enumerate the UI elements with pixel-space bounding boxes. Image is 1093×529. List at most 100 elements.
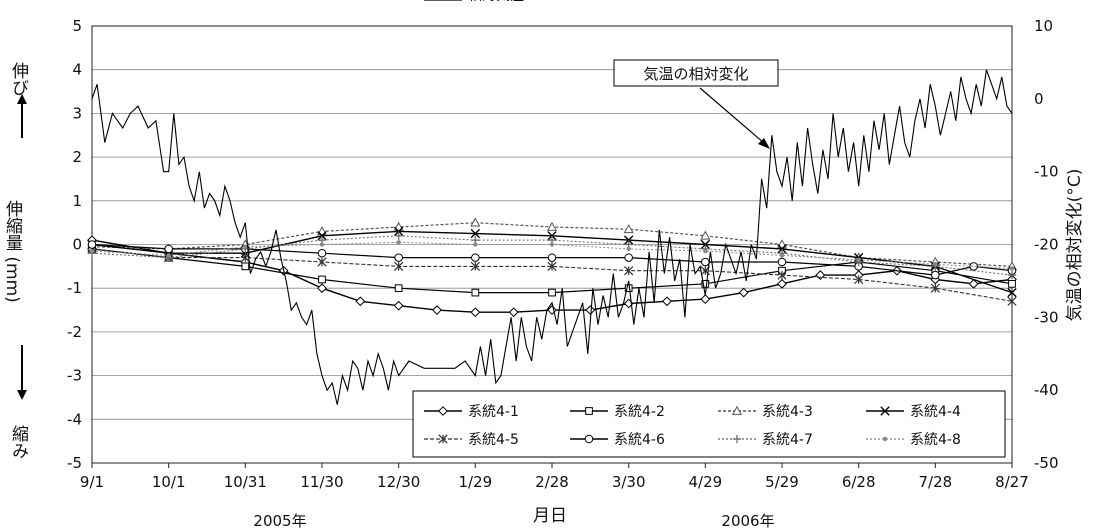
- legend-label: 相対気温: [468, 0, 524, 4]
- annotation-arrow-line: [699, 87, 765, 144]
- left-axis-ticks: 5 4 3 2 1 0 -1 -2 -3 -4 -5: [67, 17, 82, 472]
- data-point: [317, 283, 327, 294]
- left-tick-label: 0: [72, 236, 82, 254]
- x-tick-label: 6/28: [842, 473, 876, 491]
- right-tick-label: -40: [1034, 381, 1059, 399]
- series-line: [91, 243, 1013, 276]
- x-tick-label: 10/1: [152, 473, 186, 491]
- annotation-arrow-head: [758, 138, 770, 149]
- x-tick-label: 7/28: [918, 473, 952, 491]
- legend: 系統4-1 系統4-2 系統4-3 系統4-4 系統4-5 系統4-6 系統4-7 系統4-8…: [412, 0, 1006, 458]
- right-tick-label: -10: [1034, 163, 1059, 181]
- data-point: [1009, 266, 1015, 271]
- left-tick-label: -2: [67, 323, 82, 341]
- data-point: [854, 274, 864, 285]
- data-point: [473, 242, 478, 247]
- right-tick-label: -30: [1034, 308, 1059, 326]
- data-point: [623, 223, 634, 234]
- series-line: [91, 69, 1013, 405]
- legend-marker: [585, 407, 593, 415]
- legend-item: 系統4-8: [866, 432, 961, 448]
- data-point: [856, 257, 861, 262]
- data-point: [393, 226, 404, 237]
- left-tick-label: 2: [72, 148, 82, 166]
- right-tick-label: 0: [1034, 90, 1044, 108]
- left-axis-label: 伸縮量 (mm): [2, 200, 23, 303]
- data-point: [470, 228, 481, 239]
- data-point: [432, 305, 442, 315]
- legend-label: 系統4-6: [614, 432, 665, 448]
- data-point: [968, 278, 979, 289]
- data-point: [815, 270, 826, 280]
- legend-item: 系統4-7: [718, 432, 813, 448]
- legend-marker: [438, 406, 448, 416]
- data-point: [547, 253, 557, 262]
- year-label-2005: 2005年: [253, 512, 306, 529]
- data-point: [1007, 287, 1017, 298]
- legend-item: 系統4-3: [718, 404, 813, 420]
- data-point: [394, 261, 404, 271]
- data-point: [779, 253, 785, 258]
- data-point: [394, 253, 403, 262]
- legend-item: 相対気温: [424, 0, 524, 4]
- legend-label: 系統4-7: [762, 432, 813, 448]
- data-point: [662, 296, 672, 307]
- legend-label: 系統4-1: [468, 404, 519, 420]
- x-tick-label: 4/29: [688, 473, 722, 491]
- x-tick-label: 1/29: [458, 473, 492, 491]
- data-point: [626, 246, 631, 252]
- data-point: [1008, 279, 1016, 288]
- data-point: [703, 248, 708, 254]
- data-point: [396, 240, 401, 245]
- left-tick-label: 5: [72, 17, 82, 35]
- data-point: [700, 294, 711, 305]
- data-point: [470, 261, 480, 271]
- legend-box: [412, 390, 1006, 458]
- x-tick-label: 11/30: [300, 473, 343, 491]
- left-tick-label: -5: [67, 454, 82, 472]
- legend-marker: [584, 434, 594, 444]
- legend-label: 系統4-2: [614, 404, 665, 420]
- data-point: [548, 288, 556, 297]
- x-tick-label: 10/31: [224, 473, 267, 491]
- legend-label: 系統4-3: [762, 404, 813, 420]
- data-point: [623, 235, 634, 245]
- legend-marker: [438, 434, 448, 444]
- data-point: [624, 266, 634, 276]
- data-point: [777, 257, 787, 267]
- series-line: [91, 239, 1013, 313]
- data-point: [777, 270, 787, 280]
- series-layer: [86, 69, 1018, 405]
- right-tick-label: 10: [1034, 17, 1053, 35]
- data-point: [931, 270, 940, 280]
- annotation-box: [613, 59, 779, 87]
- legend-label: 系統4-5: [468, 432, 519, 448]
- legend-item: 系統4-1: [424, 404, 519, 420]
- data-point: [318, 275, 326, 284]
- data-point: [355, 296, 366, 307]
- annotation-text: 気温の相対変化: [643, 65, 748, 83]
- extension-label: 伸び: [8, 62, 29, 96]
- x-tick-label: 12/30: [377, 473, 420, 491]
- data-point: [470, 307, 481, 318]
- data-point: [930, 283, 940, 293]
- legend-item: 系統4-2: [570, 404, 665, 420]
- left-tick-label: 4: [72, 61, 82, 79]
- contraction-label: 縮み: [8, 425, 29, 459]
- data-point: [317, 248, 327, 258]
- data-point: [585, 305, 596, 315]
- legend-marker: [880, 406, 890, 416]
- up-arrow: [17, 94, 27, 138]
- data-point: [701, 279, 710, 288]
- legend-marker: [732, 434, 742, 444]
- x-tick-label: 2/28: [535, 473, 569, 491]
- legend-label: 系統4-4: [910, 404, 961, 420]
- data-point: [1007, 296, 1017, 306]
- data-point: [701, 257, 710, 267]
- annotation: 気温の相対変化: [613, 59, 779, 149]
- data-point: [547, 231, 557, 241]
- down-arrow: [17, 345, 27, 400]
- series-相対気温: [91, 69, 1013, 405]
- data-point: [777, 244, 787, 254]
